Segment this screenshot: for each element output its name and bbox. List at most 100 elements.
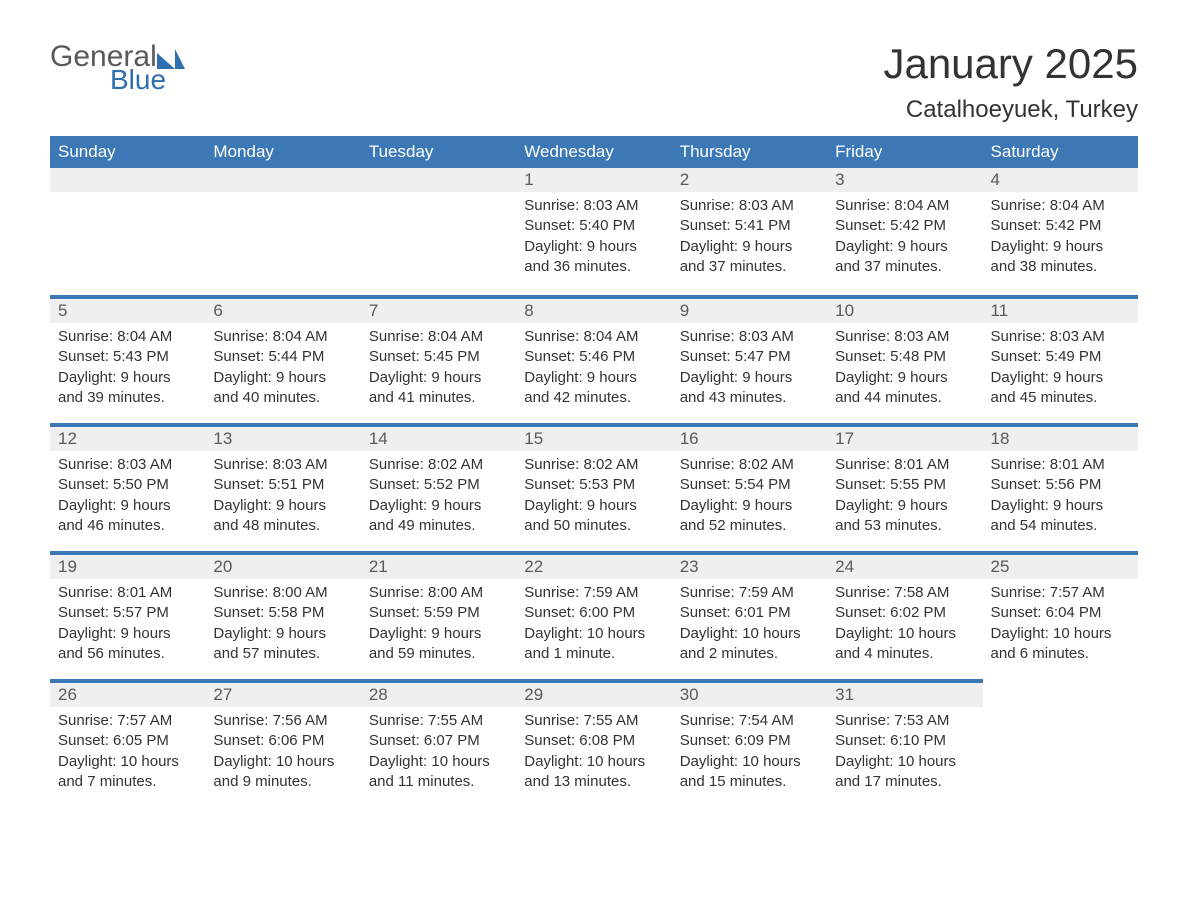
day-number: 4 [983, 168, 1138, 192]
sunrise-text: Sunrise: 7:59 AM [680, 583, 819, 603]
sunset-text: Sunset: 5:42 PM [991, 216, 1130, 236]
calendar-day-cell: 6Sunrise: 8:04 AMSunset: 5:44 PMDaylight… [205, 296, 360, 424]
sunrise-text: Sunrise: 8:02 AM [369, 455, 508, 475]
sunrise-text: Sunrise: 8:03 AM [213, 455, 352, 475]
sunset-text: Sunset: 6:08 PM [524, 731, 663, 751]
calendar-week-row: 26Sunrise: 7:57 AMSunset: 6:05 PMDayligh… [50, 680, 1138, 808]
calendar-week-row: 12Sunrise: 8:03 AMSunset: 5:50 PMDayligh… [50, 424, 1138, 552]
day-number: 10 [827, 297, 982, 323]
calendar-day-cell: 15Sunrise: 8:02 AMSunset: 5:53 PMDayligh… [516, 424, 671, 552]
sunrise-text: Sunrise: 8:03 AM [835, 327, 974, 347]
calendar-day-cell: 14Sunrise: 8:02 AMSunset: 5:52 PMDayligh… [361, 424, 516, 552]
sunset-text: Sunset: 5:52 PM [369, 475, 508, 495]
day-content: Sunrise: 8:03 AMSunset: 5:41 PMDaylight:… [672, 192, 827, 285]
day-number: 13 [205, 425, 360, 451]
sunset-text: Sunset: 6:07 PM [369, 731, 508, 751]
day-content: Sunrise: 8:00 AMSunset: 5:59 PMDaylight:… [361, 579, 516, 672]
sunset-text: Sunset: 6:00 PM [524, 603, 663, 623]
daylight-text: Daylight: 10 hours and 11 minutes. [369, 752, 508, 793]
logo: General Blue [50, 40, 185, 96]
weekday-header: Monday [205, 136, 360, 168]
day-number [983, 680, 1138, 704]
day-content: Sunrise: 8:01 AMSunset: 5:55 PMDaylight:… [827, 451, 982, 544]
calendar-day-cell: 19Sunrise: 8:01 AMSunset: 5:57 PMDayligh… [50, 552, 205, 680]
day-content: Sunrise: 7:57 AMSunset: 6:04 PMDaylight:… [983, 579, 1138, 672]
day-number: 18 [983, 425, 1138, 451]
daylight-text: Daylight: 10 hours and 1 minute. [524, 624, 663, 665]
sunrise-text: Sunrise: 8:03 AM [524, 196, 663, 216]
location: Catalhoeyuek, Turkey [883, 96, 1138, 124]
sunrise-text: Sunrise: 7:58 AM [835, 583, 974, 603]
daylight-text: Daylight: 9 hours and 39 minutes. [58, 368, 197, 409]
day-number: 8 [516, 297, 671, 323]
sunset-text: Sunset: 5:46 PM [524, 347, 663, 367]
sunrise-text: Sunrise: 8:04 AM [369, 327, 508, 347]
sunset-text: Sunset: 6:04 PM [991, 603, 1130, 623]
day-number: 29 [516, 681, 671, 707]
daylight-text: Daylight: 9 hours and 37 minutes. [835, 237, 974, 278]
calendar-day-cell: 29Sunrise: 7:55 AMSunset: 6:08 PMDayligh… [516, 680, 671, 808]
day-content: Sunrise: 8:04 AMSunset: 5:42 PMDaylight:… [983, 192, 1138, 285]
calendar-day-cell: 7Sunrise: 8:04 AMSunset: 5:45 PMDaylight… [361, 296, 516, 424]
day-content [50, 192, 205, 204]
day-number: 16 [672, 425, 827, 451]
day-content: Sunrise: 7:55 AMSunset: 6:08 PMDaylight:… [516, 707, 671, 800]
calendar-day-cell: 28Sunrise: 7:55 AMSunset: 6:07 PMDayligh… [361, 680, 516, 808]
sunset-text: Sunset: 6:05 PM [58, 731, 197, 751]
weekday-header: Tuesday [361, 136, 516, 168]
sunset-text: Sunset: 5:49 PM [991, 347, 1130, 367]
month-title: January 2025 [883, 40, 1138, 88]
sunrise-text: Sunrise: 7:55 AM [524, 711, 663, 731]
calendar-day-cell: 8Sunrise: 8:04 AMSunset: 5:46 PMDaylight… [516, 296, 671, 424]
sunset-text: Sunset: 5:51 PM [213, 475, 352, 495]
day-content: Sunrise: 7:55 AMSunset: 6:07 PMDaylight:… [361, 707, 516, 800]
daylight-text: Daylight: 9 hours and 57 minutes. [213, 624, 352, 665]
sunset-text: Sunset: 5:55 PM [835, 475, 974, 495]
calendar-day-cell: 9Sunrise: 8:03 AMSunset: 5:47 PMDaylight… [672, 296, 827, 424]
sunset-text: Sunset: 5:41 PM [680, 216, 819, 236]
day-content: Sunrise: 8:03 AMSunset: 5:49 PMDaylight:… [983, 323, 1138, 416]
day-content: Sunrise: 7:53 AMSunset: 6:10 PMDaylight:… [827, 707, 982, 800]
day-number: 12 [50, 425, 205, 451]
calendar-day-cell: 18Sunrise: 8:01 AMSunset: 5:56 PMDayligh… [983, 424, 1138, 552]
day-content [205, 192, 360, 204]
daylight-text: Daylight: 9 hours and 50 minutes. [524, 496, 663, 537]
day-content: Sunrise: 8:03 AMSunset: 5:50 PMDaylight:… [50, 451, 205, 544]
daylight-text: Daylight: 9 hours and 36 minutes. [524, 237, 663, 278]
day-content: Sunrise: 8:03 AMSunset: 5:51 PMDaylight:… [205, 451, 360, 544]
daylight-text: Daylight: 9 hours and 40 minutes. [213, 368, 352, 409]
daylight-text: Daylight: 10 hours and 2 minutes. [680, 624, 819, 665]
day-number: 15 [516, 425, 671, 451]
calendar-table: Sunday Monday Tuesday Wednesday Thursday… [50, 136, 1138, 808]
daylight-text: Daylight: 9 hours and 56 minutes. [58, 624, 197, 665]
day-content: Sunrise: 7:59 AMSunset: 6:01 PMDaylight:… [672, 579, 827, 672]
calendar-day-cell [205, 168, 360, 296]
day-number [205, 168, 360, 192]
sunset-text: Sunset: 6:02 PM [835, 603, 974, 623]
weekday-header: Thursday [672, 136, 827, 168]
sunset-text: Sunset: 5:45 PM [369, 347, 508, 367]
day-number: 7 [361, 297, 516, 323]
sunrise-text: Sunrise: 8:04 AM [835, 196, 974, 216]
day-number: 1 [516, 168, 671, 192]
calendar-day-cell: 25Sunrise: 7:57 AMSunset: 6:04 PMDayligh… [983, 552, 1138, 680]
calendar-day-cell: 2Sunrise: 8:03 AMSunset: 5:41 PMDaylight… [672, 168, 827, 296]
calendar-day-cell: 17Sunrise: 8:01 AMSunset: 5:55 PMDayligh… [827, 424, 982, 552]
calendar-day-cell [983, 680, 1138, 808]
day-content: Sunrise: 8:04 AMSunset: 5:46 PMDaylight:… [516, 323, 671, 416]
calendar-day-cell: 20Sunrise: 8:00 AMSunset: 5:58 PMDayligh… [205, 552, 360, 680]
daylight-text: Daylight: 10 hours and 13 minutes. [524, 752, 663, 793]
sunset-text: Sunset: 5:59 PM [369, 603, 508, 623]
day-number: 31 [827, 681, 982, 707]
calendar-day-cell: 30Sunrise: 7:54 AMSunset: 6:09 PMDayligh… [672, 680, 827, 808]
calendar-day-cell: 21Sunrise: 8:00 AMSunset: 5:59 PMDayligh… [361, 552, 516, 680]
daylight-text: Daylight: 9 hours and 37 minutes. [680, 237, 819, 278]
sunrise-text: Sunrise: 7:59 AM [524, 583, 663, 603]
sunset-text: Sunset: 5:58 PM [213, 603, 352, 623]
sunset-text: Sunset: 5:50 PM [58, 475, 197, 495]
calendar-day-cell: 16Sunrise: 8:02 AMSunset: 5:54 PMDayligh… [672, 424, 827, 552]
day-number: 5 [50, 297, 205, 323]
day-content: Sunrise: 8:00 AMSunset: 5:58 PMDaylight:… [205, 579, 360, 672]
day-content: Sunrise: 7:59 AMSunset: 6:00 PMDaylight:… [516, 579, 671, 672]
day-number: 3 [827, 168, 982, 192]
